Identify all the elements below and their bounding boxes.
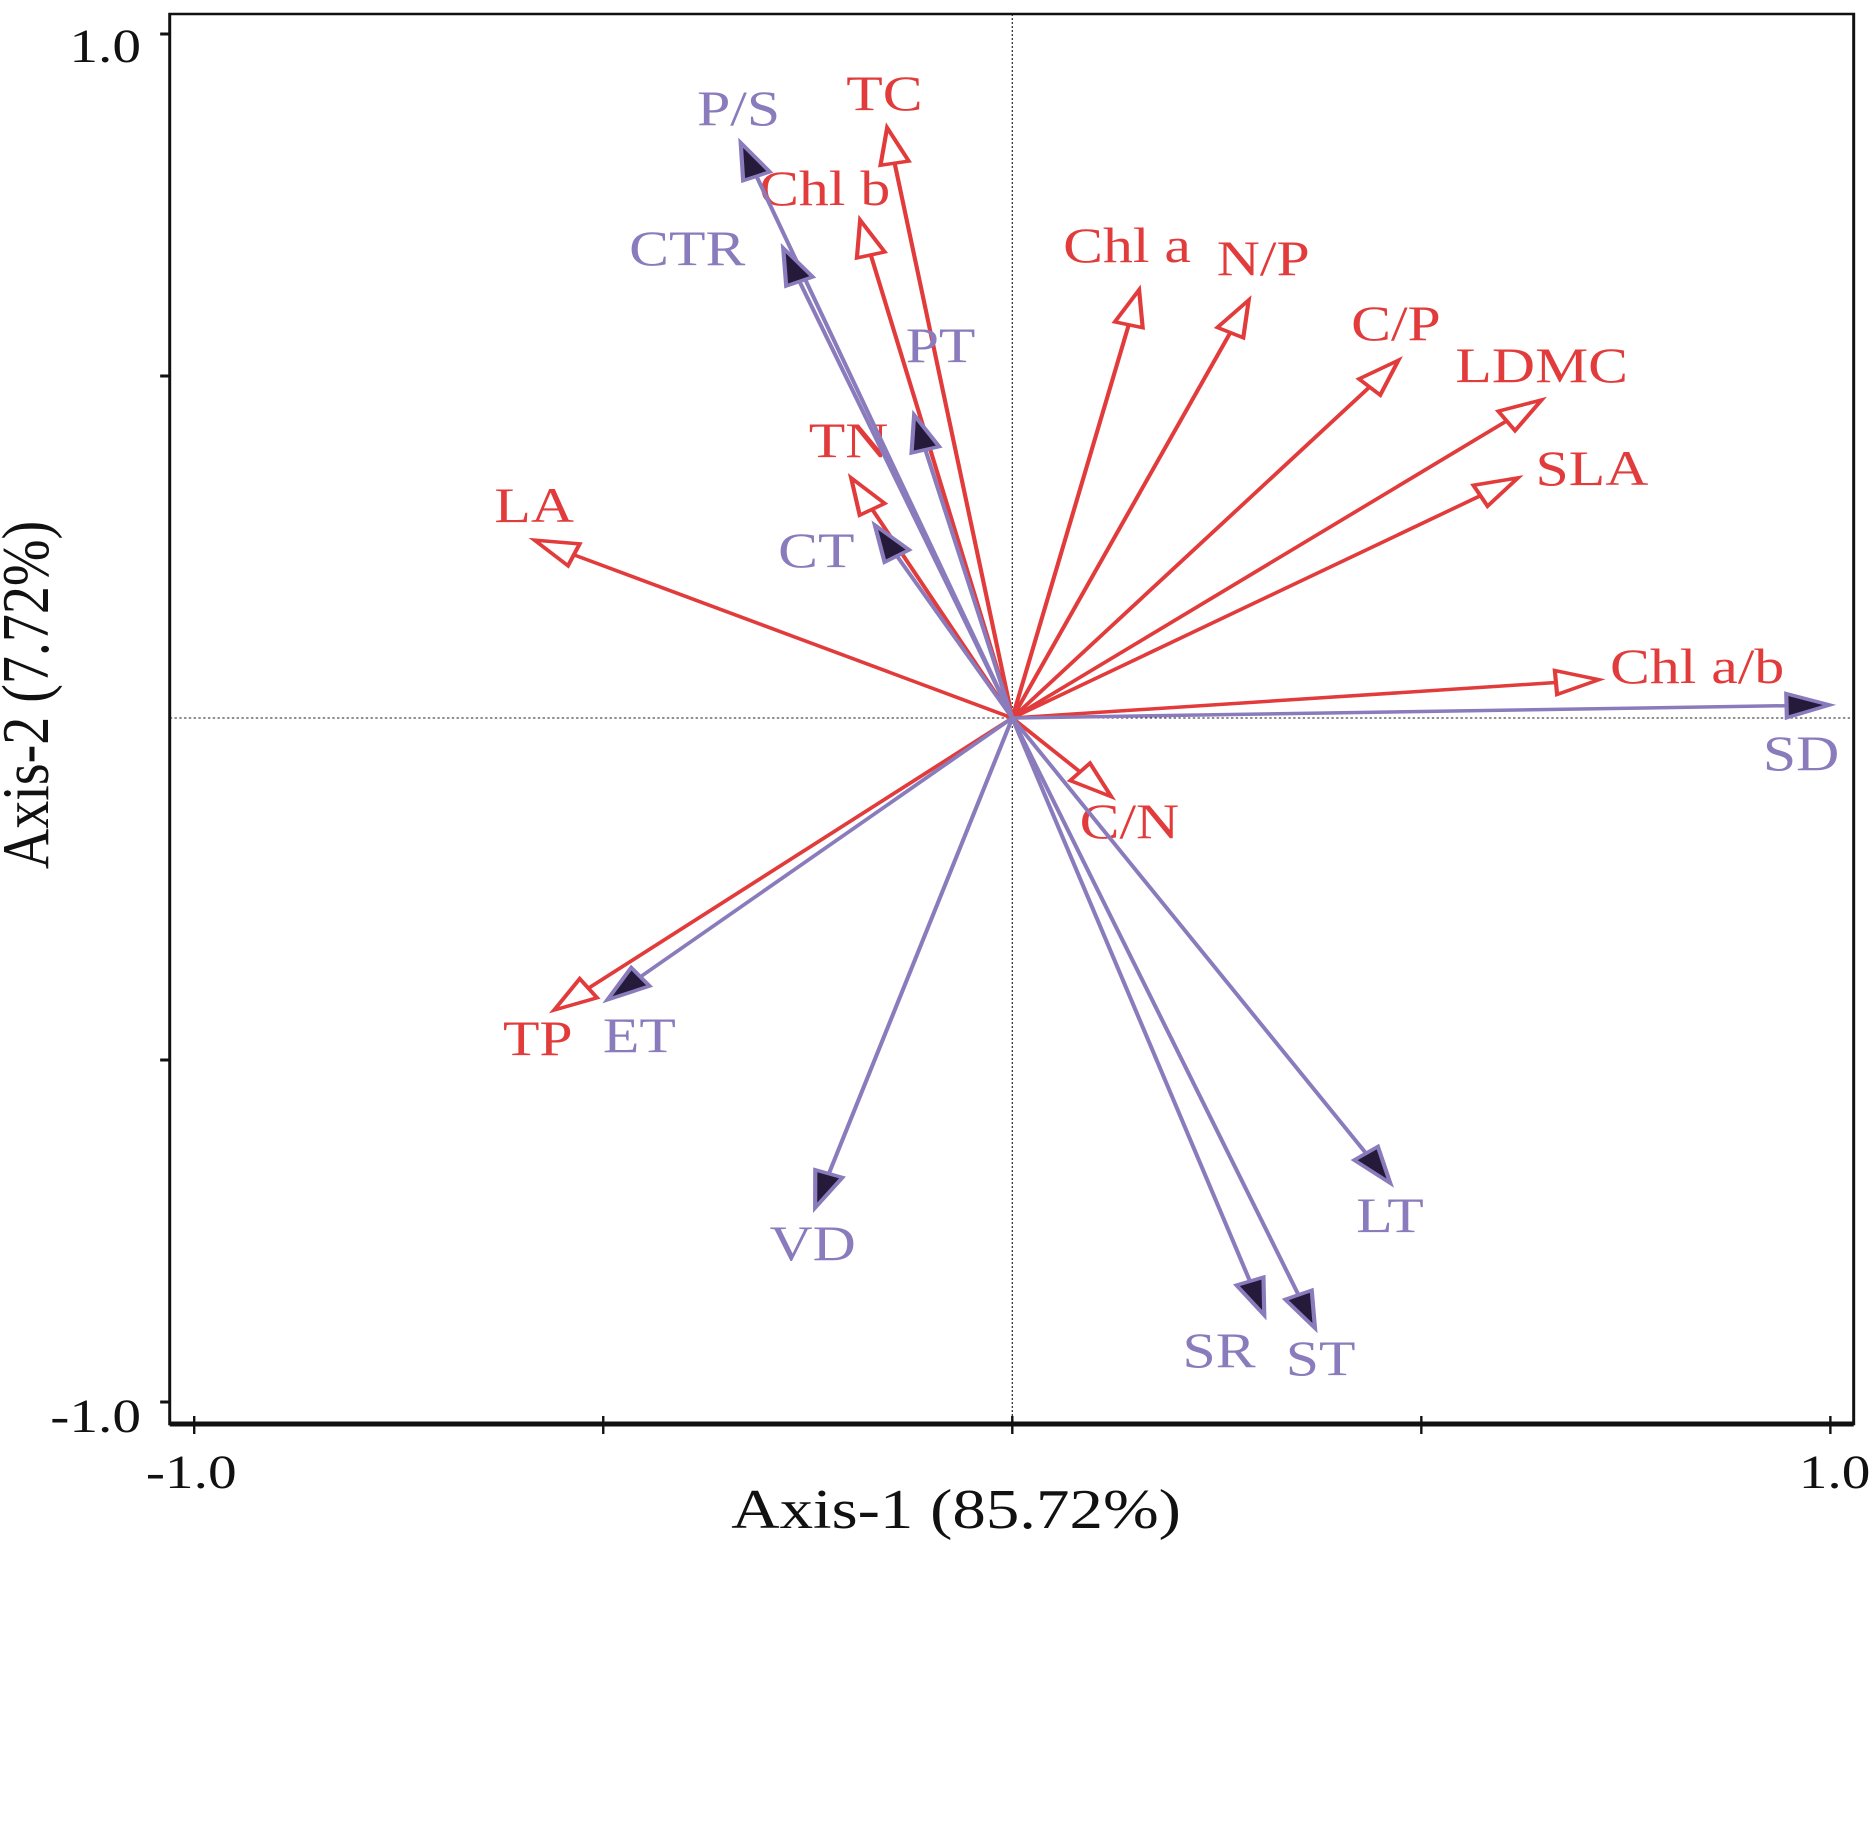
arrowhead-ct [871, 520, 913, 565]
vector-line-ctr [797, 280, 1015, 719]
arrowhead-ldmc [1494, 396, 1547, 434]
arrowhead-pt [909, 409, 943, 456]
vector-line-chl-a-b [1012, 680, 1557, 720]
arrowhead-ctr [780, 242, 817, 289]
vector-label-chl-a-b: Chl a/b [1610, 639, 1784, 694]
arrowhead-sd [1784, 691, 1837, 721]
arrowhead-tc [878, 122, 912, 168]
vector-line-ct [895, 555, 1015, 719]
arrowhead-sla [1470, 475, 1524, 510]
arrowhead-lt [1350, 1143, 1394, 1188]
vector-label-lt: LT [1356, 1188, 1424, 1243]
vector-label-p-s: P/S [697, 81, 780, 136]
vector-line-la [572, 553, 1014, 720]
vector-label-la: LA [494, 478, 574, 533]
arrowhead-chl-a-b [1552, 668, 1606, 698]
vector-line-sr [1010, 717, 1252, 1282]
vector-label-tp: TP [503, 1011, 573, 1066]
y-axis-label: Axis-2 (7.72%) [0, 521, 63, 869]
vector-label-st: ST [1286, 1331, 1356, 1386]
vector-line-c-p [1010, 385, 1372, 720]
vector-label-tc: TC [846, 66, 922, 121]
arrowhead-chl-a [1111, 284, 1145, 330]
vector-line-sla [1011, 494, 1482, 720]
vector-label-sd: SD [1763, 726, 1839, 781]
vector-line-lt [1010, 717, 1368, 1155]
arrowhead-tn [847, 473, 889, 518]
arrowhead-c-p [1355, 356, 1403, 398]
vector-line-n-p [1010, 331, 1233, 719]
vector-label-et: ET [603, 1008, 676, 1063]
vector-label-chl-b: Chl b [759, 161, 890, 216]
arrowhead-st [1281, 1287, 1318, 1334]
arrowhead-n-p [1213, 295, 1252, 341]
vector-line-tc [892, 162, 1015, 719]
vector-line-vd [826, 717, 1015, 1175]
arrowhead-p-s [738, 137, 774, 184]
vector-line-st [1010, 717, 1301, 1296]
vector-line-et [639, 716, 1014, 979]
arrowhead-sr [1232, 1274, 1267, 1321]
arrowhead-la [528, 537, 583, 569]
vector-line-pt [923, 449, 1015, 719]
vector-label-sla: SLA [1536, 441, 1649, 496]
vector-line-sd [1012, 703, 1787, 720]
arrowhead-vd [813, 1167, 846, 1213]
y-tick-label-min: -1.0 [50, 1390, 141, 1443]
vector-label-chl-a: Chl a [1063, 218, 1191, 273]
y-tick-label-max: 1.0 [69, 20, 141, 73]
arrowhead-tp [548, 975, 601, 1014]
vector-line-tp [587, 716, 1014, 990]
vector-line-chl-a [1010, 324, 1131, 719]
plot-frame [160, 12, 1856, 1434]
vector-line-c-n [1010, 716, 1082, 774]
x-tick-label-max: 1.0 [1799, 1446, 1871, 1499]
vector-label-ldmc: LDMC [1455, 338, 1628, 393]
vector-label-ctr: CTR [629, 221, 745, 276]
x-axis-label: Axis-1 (85.72%) [731, 1479, 1181, 1541]
vector-label-ct: CT [778, 523, 854, 578]
vector-label-c-p: C/P [1351, 296, 1441, 351]
arrowhead-c-n [1066, 760, 1117, 801]
x-tick-label-min: -1.0 [146, 1446, 237, 1499]
vector-line-ldmc [1011, 419, 1508, 720]
vector-label-sr: SR [1183, 1323, 1256, 1378]
arrowhead-et [602, 964, 654, 1004]
vector-label-vd: VD [770, 1216, 856, 1271]
vector-label-n-p: N/P [1217, 231, 1310, 286]
arrowhead-chl-b [854, 214, 889, 261]
vector-label-pt: PT [906, 318, 976, 373]
